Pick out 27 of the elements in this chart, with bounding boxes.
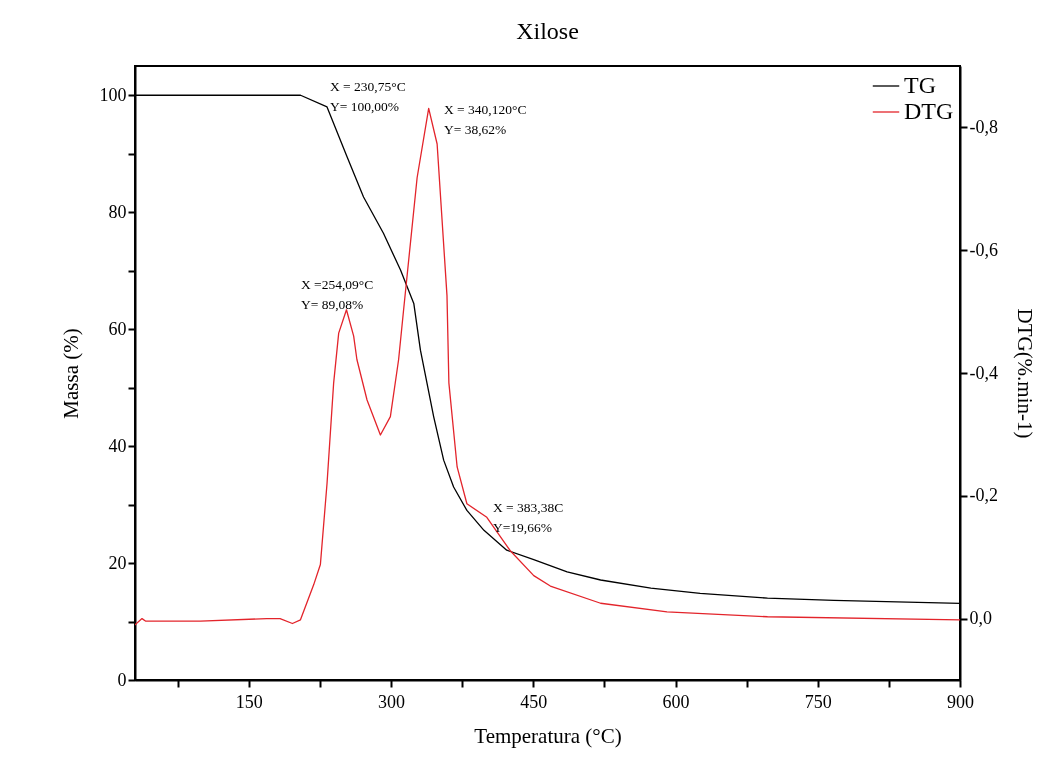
y2-tick-label: -0,4 <box>969 362 998 383</box>
x-tick-label: 300 <box>378 691 406 712</box>
y2-tick-label: -0,2 <box>969 485 998 506</box>
y2-tick-label: -0,6 <box>969 239 998 260</box>
y2-axis-title: DTG(%.min-1) <box>1012 308 1037 439</box>
x-tick-label: 450 <box>520 691 548 712</box>
chart-title: Xilose <box>516 18 579 44</box>
annotation: X = 340,120°C Y= 38,62% <box>444 102 527 137</box>
y2-tick-label: 0,0 <box>969 608 992 629</box>
annotation: X = 383,38C Y=19,66% <box>493 500 564 535</box>
legend-label: DTG <box>904 98 954 124</box>
y-tick-label: 60 <box>108 318 127 339</box>
x-axis-title: Temperatura (°C) <box>474 723 622 748</box>
annotation: X =254,09°C Y= 89,08% <box>301 277 374 312</box>
x-tick-label: 150 <box>235 691 263 712</box>
y-tick-label: 40 <box>108 435 127 456</box>
annotation: X = 230,75°C Y= 100,00% <box>330 79 406 114</box>
y-tick-label: 80 <box>108 201 127 222</box>
x-tick-label: 900 <box>947 691 974 712</box>
y2-tick-label: -0,8 <box>969 116 998 137</box>
legend-label: TG <box>904 72 936 98</box>
x-tick-label: 750 <box>804 691 832 712</box>
y-tick-label: 100 <box>99 84 127 105</box>
y-axis-title: Massa (%) <box>58 328 83 419</box>
y-tick-label: 20 <box>108 552 127 573</box>
y-tick-label: 0 <box>117 669 127 690</box>
x-tick-label: 600 <box>662 691 690 712</box>
